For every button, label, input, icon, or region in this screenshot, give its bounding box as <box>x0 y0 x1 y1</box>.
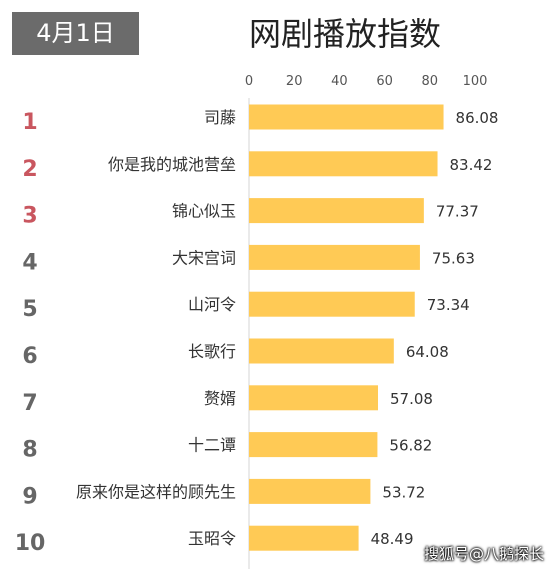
rank-label: 5 <box>22 297 37 322</box>
data-label: 73.34 <box>427 296 470 314</box>
bar <box>249 432 378 458</box>
watermark: 搜狐号@八鹅探长 <box>423 545 544 563</box>
x-tick-label: 0 <box>245 74 253 89</box>
category-label: 山河令 <box>188 295 236 314</box>
category-label: 锦心似玉 <box>172 202 236 221</box>
bar <box>249 525 359 551</box>
category-label: 玉昭令 <box>188 529 236 548</box>
x-tick-label: 40 <box>331 74 348 89</box>
data-label: 57.08 <box>390 390 433 408</box>
data-label: 56.82 <box>389 437 432 455</box>
rank-label: 10 <box>15 531 46 556</box>
bar <box>249 198 424 224</box>
rank-label: 2 <box>22 157 37 182</box>
x-tick-label: 80 <box>422 74 439 89</box>
rank-label: 7 <box>22 391 37 416</box>
category-label: 长歌行 <box>188 342 236 361</box>
x-tick-label: 100 <box>463 74 488 89</box>
bar <box>249 244 420 270</box>
bar <box>249 478 371 504</box>
bar <box>249 151 438 177</box>
data-label: 53.72 <box>382 483 425 501</box>
chart-title: 网剧播放指数 <box>248 15 441 53</box>
data-label: 64.08 <box>406 343 449 361</box>
rank-label: 9 <box>22 484 37 509</box>
data-label: 48.49 <box>371 530 414 548</box>
category-label: 大宋宫词 <box>172 248 236 267</box>
category-label: 赘婿 <box>204 389 236 408</box>
rank-label: 8 <box>22 438 37 463</box>
bar <box>249 291 415 317</box>
rank-label: 4 <box>22 250 37 275</box>
category-label: 原来你是这样的顾先生 <box>76 482 236 501</box>
data-label: 86.08 <box>456 109 499 127</box>
category-label: 司藤 <box>204 108 236 127</box>
x-tick-label: 60 <box>376 74 393 89</box>
category-label: 你是我的城池营垒 <box>108 155 236 174</box>
bar <box>249 338 394 364</box>
bar <box>249 104 444 130</box>
rank-label: 1 <box>22 110 37 135</box>
category-label: 十二谭 <box>188 436 236 455</box>
data-label: 77.37 <box>436 203 479 221</box>
date-badge: 4月1日 <box>12 12 139 55</box>
rank-label: 3 <box>22 204 37 229</box>
rank-label: 6 <box>22 344 37 369</box>
bar <box>249 385 379 411</box>
data-label: 83.42 <box>450 156 493 174</box>
x-tick-label: 20 <box>286 74 303 89</box>
data-label: 75.63 <box>432 249 475 267</box>
